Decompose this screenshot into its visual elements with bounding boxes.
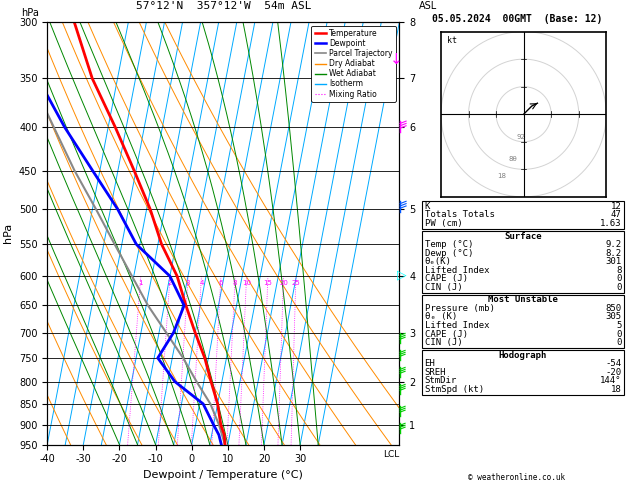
Text: K: K [425,202,430,211]
Text: 144°: 144° [600,376,621,385]
Text: 57°12'N  357°12'W  54m ASL: 57°12'N 357°12'W 54m ASL [135,1,311,11]
Text: Hodograph: Hodograph [499,351,547,360]
Text: km
ASL: km ASL [419,0,437,11]
Text: 5: 5 [616,321,621,330]
Text: 1.63: 1.63 [600,219,621,228]
Text: 3: 3 [186,280,191,286]
Text: 4: 4 [199,280,204,286]
Text: 20: 20 [279,280,288,286]
Text: 850: 850 [605,304,621,313]
Text: 2: 2 [168,280,172,286]
Y-axis label: hPa: hPa [3,223,13,243]
Text: EH: EH [425,359,435,368]
Text: -20: -20 [605,368,621,377]
Text: 18: 18 [497,173,506,178]
Text: hPa: hPa [21,8,38,17]
Text: StmSpd (kt): StmSpd (kt) [425,385,484,394]
Text: 8.2: 8.2 [605,248,621,258]
X-axis label: Dewpoint / Temperature (°C): Dewpoint / Temperature (°C) [143,470,303,480]
Text: Most Unstable: Most Unstable [488,295,558,305]
Text: CIN (J): CIN (J) [425,282,462,292]
Text: kt: kt [447,35,457,45]
Text: StmDir: StmDir [425,376,457,385]
Text: Lifted Index: Lifted Index [425,321,489,330]
Text: CAPE (J): CAPE (J) [425,274,467,283]
Text: CIN (J): CIN (J) [425,338,462,347]
Text: ▷: ▷ [396,268,406,281]
Text: θₑ(K): θₑ(K) [425,257,452,266]
Text: θₑ (K): θₑ (K) [425,312,457,322]
Text: Lifted Index: Lifted Index [425,265,489,275]
Text: Dewp (°C): Dewp (°C) [425,248,473,258]
Text: PW (cm): PW (cm) [425,219,462,228]
Text: CAPE (J): CAPE (J) [425,330,467,339]
Text: 0: 0 [616,282,621,292]
Text: Surface: Surface [504,231,542,241]
Text: -54: -54 [605,359,621,368]
Text: 301: 301 [605,257,621,266]
Text: 8: 8 [233,280,238,286]
Text: 0: 0 [616,338,621,347]
Text: © weatheronline.co.uk: © weatheronline.co.uk [468,473,565,482]
Text: 0: 0 [616,274,621,283]
Text: Pressure (mb): Pressure (mb) [425,304,494,313]
Text: 47: 47 [611,210,621,219]
Text: Temp (°C): Temp (°C) [425,240,473,249]
Text: 8θ: 8θ [508,156,517,162]
Legend: Temperature, Dewpoint, Parcel Trajectory, Dry Adiabat, Wet Adiabat, Isotherm, Mi: Temperature, Dewpoint, Parcel Trajectory… [311,26,396,102]
Text: LCL: LCL [383,450,399,459]
Text: 1: 1 [138,280,143,286]
Text: SREH: SREH [425,368,446,377]
Text: 05.05.2024  00GMT  (Base: 12): 05.05.2024 00GMT (Base: 12) [431,14,602,24]
Text: 305: 305 [605,312,621,322]
Text: 15: 15 [264,280,272,286]
Text: 9.2: 9.2 [605,240,621,249]
Text: 8: 8 [616,265,621,275]
Text: 0: 0 [616,330,621,339]
Text: 6: 6 [219,280,223,286]
Text: ↓: ↓ [390,52,403,67]
Text: 12: 12 [611,202,621,211]
Text: 92: 92 [516,134,525,140]
Text: 10: 10 [242,280,251,286]
Text: Totals Totals: Totals Totals [425,210,494,219]
Text: 25: 25 [291,280,300,286]
Text: 18: 18 [611,385,621,394]
